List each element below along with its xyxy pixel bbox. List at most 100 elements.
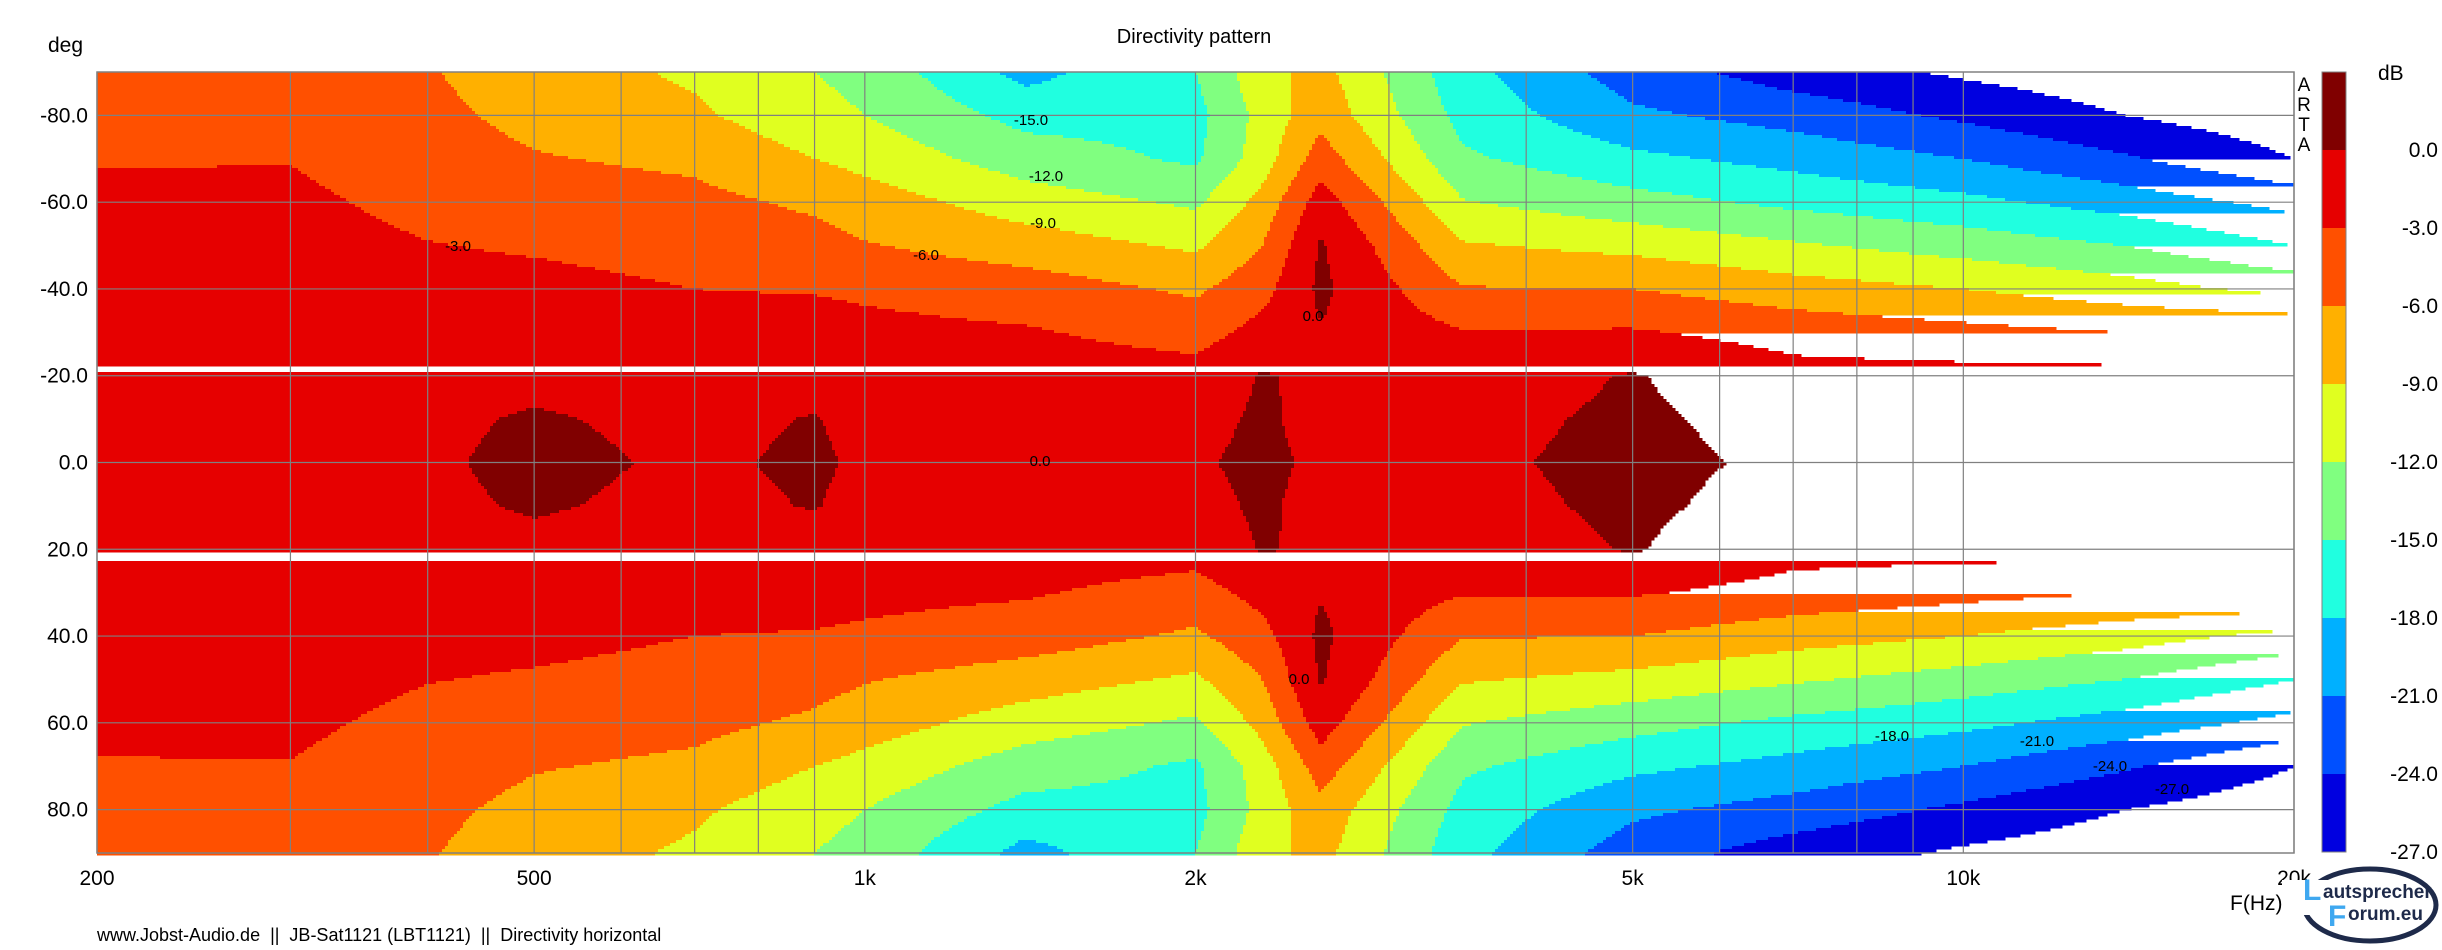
contour-cell <box>1558 492 1697 496</box>
contour-cell <box>1018 81 1043 85</box>
contour-cell <box>160 756 296 760</box>
contour-cell <box>2044 786 2234 790</box>
contour-cell <box>481 441 611 445</box>
contour-cell <box>1357 804 1403 808</box>
contour-cell <box>817 294 1184 298</box>
contour-cell <box>469 465 632 469</box>
contour-cell <box>1348 99 1394 103</box>
contour-cell <box>976 813 1208 817</box>
contour-cell <box>1231 438 1289 442</box>
contour-cell <box>403 693 842 697</box>
contour-cell <box>1435 840 1505 844</box>
contour-cell <box>1375 729 1418 733</box>
contour-cell <box>1198 759 1238 763</box>
contour-cell <box>496 795 749 799</box>
contour-cell <box>1240 837 1292 841</box>
contour-cell <box>97 741 317 745</box>
contour-cell <box>778 486 830 490</box>
x-tick-label: 10k <box>1946 867 1980 890</box>
contour-cell <box>1414 732 1457 736</box>
contour-cell <box>610 441 773 445</box>
contour-cell <box>2101 711 2291 715</box>
contour-cell <box>1393 165 1436 169</box>
contour-cell <box>1543 753 1784 757</box>
contour-cell <box>1270 627 1316 631</box>
contour-cell <box>1519 96 1625 100</box>
contour-cell <box>1957 120 2162 124</box>
contour-cell <box>1546 117 1706 121</box>
contour-cell <box>1282 270 1316 274</box>
contour-cell <box>1432 663 1676 667</box>
contour-cell <box>1462 780 1613 784</box>
contour-cell <box>1288 189 1316 193</box>
contour-cell <box>1612 546 1649 550</box>
contour-cell <box>1384 75 1433 79</box>
contour-cell <box>1873 642 2165 646</box>
contour-cell <box>1315 645 1331 649</box>
contour-cell <box>847 168 989 172</box>
contour-cell <box>1291 738 1319 742</box>
contour-cell <box>1429 717 1508 721</box>
contour-cell <box>97 321 998 325</box>
contour-cell <box>1246 129 1286 133</box>
contour-cell <box>1681 294 2024 298</box>
contour-cell <box>97 342 1115 346</box>
contour-label: -15.0 <box>1014 112 1048 129</box>
contour-cell <box>1243 825 1292 829</box>
contour-cell <box>1372 243 1421 247</box>
contour-cell <box>1243 144 1280 148</box>
contour-cell <box>1243 414 1283 418</box>
contour-cell <box>1021 744 1226 748</box>
contour-cell <box>1255 192 1286 196</box>
contour-cell <box>2038 657 2258 661</box>
contour-cell <box>442 849 659 853</box>
contour-cell <box>1333 294 1406 298</box>
contour-cell <box>97 630 779 634</box>
contour-cell <box>835 834 941 838</box>
contour-cell <box>1291 849 1337 853</box>
contour-cell <box>1384 156 1427 160</box>
contour-cell <box>1330 297 1409 301</box>
contour-cell <box>1291 87 1343 91</box>
contour-cell <box>817 705 1004 709</box>
contour-label: -27.0 <box>2155 781 2189 798</box>
contour-cell <box>940 315 1256 319</box>
contour-cell <box>1402 177 1445 181</box>
contour-cell <box>1567 126 1766 130</box>
contour-cell <box>1204 780 1247 784</box>
contour-cell <box>1063 135 1208 139</box>
contour-cell <box>1204 768 1244 772</box>
contour-cell <box>1924 735 2144 739</box>
contour-cell <box>829 483 1232 487</box>
contour-cell <box>1306 204 1343 208</box>
contour-cell <box>1285 432 1559 436</box>
contour-cell <box>1408 231 1454 235</box>
contour-cell <box>1315 648 1331 652</box>
contour-cell <box>1252 387 1280 391</box>
contour-cell <box>1330 273 1391 277</box>
contour-cell <box>1342 765 1385 769</box>
contour-cell <box>538 516 1247 520</box>
contour-cell <box>952 96 1205 100</box>
contour-cell <box>907 189 1085 193</box>
contour-cell <box>1285 129 1364 133</box>
contour-cell <box>760 291 1169 295</box>
contour-cell <box>544 771 800 775</box>
contour-cell <box>1717 72 1931 76</box>
contour-cell <box>361 714 791 718</box>
contour-cell <box>1096 339 1220 343</box>
contour-cell <box>919 141 1103 145</box>
contour-cell <box>1600 534 1658 538</box>
contour-cell <box>1444 321 1967 325</box>
contour-cell <box>1291 843 1340 847</box>
contour-cell <box>1243 411 1283 415</box>
contour-cell <box>1273 630 1316 634</box>
contour-cell <box>97 126 497 130</box>
contour-cell <box>1348 210 1391 214</box>
contour-cell <box>1012 126 1208 130</box>
contour-cell <box>1426 672 1574 676</box>
contour-cell <box>1756 165 2009 169</box>
contour-cell <box>1030 84 1202 88</box>
contour-cell <box>1306 207 1346 211</box>
contour-cell <box>946 93 1202 97</box>
